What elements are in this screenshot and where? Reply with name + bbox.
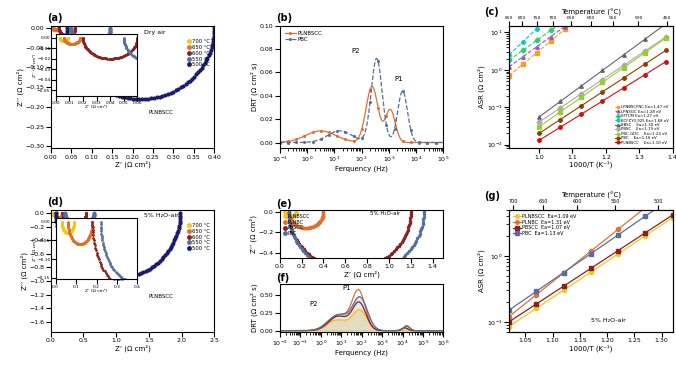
- PLNBSCC: [276, 140, 284, 144]
- PLNBSCC: [371, 91, 379, 95]
- X-axis label: 1000/T (K⁻¹): 1000/T (K⁻¹): [569, 161, 612, 169]
- Text: (d): (d): [47, 197, 64, 207]
- Text: P1: P1: [342, 285, 351, 291]
- Line: PLNBSCC: PLNBSCC: [279, 86, 444, 143]
- Legend: 700 °C, 650 °C, 600 °C, 550 °C, 500 °C: 700 °C, 650 °C, 600 °C, 550 °C, 500 °C: [187, 221, 212, 253]
- Line: PBC: PBC: [279, 58, 444, 143]
- Text: P2: P2: [352, 48, 360, 54]
- Legend: PLNBSCC, PLNBC, PBSCC, PBC: PLNBSCC, PLNBC, PBSCC, PBC: [283, 212, 312, 238]
- Y-axis label: DRT (Ω cm² s): DRT (Ω cm² s): [251, 63, 258, 111]
- Text: 5% H₂O-air: 5% H₂O-air: [144, 213, 178, 218]
- PBC: [286, 140, 294, 145]
- Y-axis label: Z’’ (Ω cm²): Z’’ (Ω cm²): [16, 68, 24, 106]
- Legend: PLNBSCC  Ea=1.09 eV, PLNBC  Ea=1.31 eV, PBSCC  Ea=1.07 eV, PBC  Ea=1.13 eV: PLNBSCC Ea=1.09 eV, PLNBC Ea=1.31 eV, PB…: [511, 212, 579, 238]
- Text: P1: P1: [394, 76, 403, 82]
- Text: (a): (a): [47, 13, 63, 23]
- Text: 5% H₂O-air: 5% H₂O-air: [370, 211, 400, 216]
- X-axis label: Z’ (Ω cm²): Z’ (Ω cm²): [115, 161, 151, 169]
- X-axis label: Temperature (°C): Temperature (°C): [561, 9, 621, 16]
- Y-axis label: ASR (Ω cm²): ASR (Ω cm²): [478, 249, 485, 292]
- X-axis label: Ferquency (Hz): Ferquency (Hz): [335, 349, 388, 356]
- PBC: [439, 140, 448, 145]
- PBC: [417, 140, 425, 145]
- Text: (f): (f): [276, 273, 290, 283]
- Text: PLNBSCC: PLNBSCC: [149, 110, 174, 115]
- PLNBSCC: [368, 84, 376, 89]
- X-axis label: Z’ (Ω cm²): Z’ (Ω cm²): [115, 345, 151, 352]
- Y-axis label: ASR (Ω cm²): ASR (Ω cm²): [478, 66, 485, 108]
- PLNBSCC: [417, 140, 425, 145]
- PBC: [375, 66, 383, 70]
- Y-axis label: Z’’ (Ω cm²): Z’’ (Ω cm²): [20, 252, 28, 290]
- PLNBSCC: [439, 140, 448, 145]
- PLNBSCC: [375, 111, 383, 115]
- Text: Dry air: Dry air: [144, 30, 166, 35]
- Text: P2: P2: [310, 301, 318, 307]
- Text: (c): (c): [485, 7, 499, 17]
- Text: 5% H₂O-air: 5% H₂O-air: [591, 318, 625, 323]
- X-axis label: Ferquency (Hz): Ferquency (Hz): [335, 165, 388, 172]
- X-axis label: Temperature (°C): Temperature (°C): [561, 192, 621, 199]
- Legend: PLNBSCC, PBC: PLNBSCC, PBC: [283, 29, 324, 44]
- Text: (b): (b): [276, 13, 293, 23]
- Text: PLNBSCC: PLNBSCC: [149, 294, 174, 299]
- PBC: [276, 140, 284, 145]
- Legend: 700 °C, 650 °C, 600 °C, 550 °C, 500 °C: 700 °C, 650 °C, 600 °C, 550 °C, 500 °C: [187, 37, 212, 69]
- X-axis label: Z’ (Ω cm²): Z’ (Ω cm²): [343, 270, 380, 278]
- PBC: [372, 56, 381, 61]
- X-axis label: 1000/T (K⁻¹): 1000/T (K⁻¹): [569, 345, 612, 352]
- PLNBSCC: [286, 139, 294, 143]
- Text: (e): (e): [276, 199, 292, 208]
- Legend: LPNBSCFNC Ea=1.47 eV, LPNSGC Ea=1.28 eV, SFTCM Ea=1.27 eV, BCFZY0.925 Ea=1.68 eV: LPNBSCFNC Ea=1.47 eV, LPNSGC Ea=1.28 eV,…: [613, 104, 671, 146]
- PBC: [380, 108, 388, 113]
- PBC: [371, 61, 379, 65]
- Text: (g): (g): [485, 191, 500, 201]
- Y-axis label: Z’’ (Ω cm²): Z’’ (Ω cm²): [249, 215, 257, 253]
- PBC: [400, 92, 408, 96]
- Y-axis label: DRT (Ω cm² s): DRT (Ω cm² s): [251, 284, 258, 332]
- PLNBSCC: [380, 118, 388, 123]
- PLNBSCC: [400, 140, 408, 144]
